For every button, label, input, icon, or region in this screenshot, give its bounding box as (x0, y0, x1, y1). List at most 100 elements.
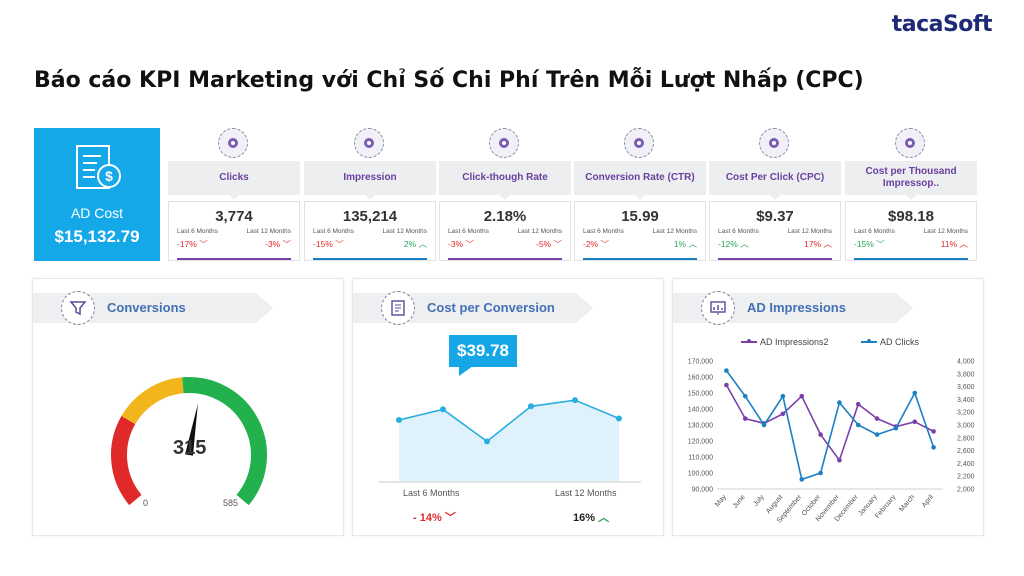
kpi-change-1: -15% ﹀ (854, 239, 885, 249)
y-left-tick: 170,000 (688, 359, 713, 366)
y-left-tick: 120,000 (688, 439, 713, 446)
data-point (616, 415, 622, 422)
y-right-tick: 2,200 (957, 474, 975, 481)
kpi-label: Impression (304, 161, 436, 200)
kpi-change-1: -2% ﹀ (583, 239, 610, 249)
kpi-period-1: Last 6 Months (583, 228, 624, 235)
legend-item-clicks: AD Clicks (861, 337, 919, 347)
y-right-tick: 2,600 (957, 448, 975, 455)
kpi-change-1: -17% ﹀ (177, 239, 208, 249)
x-tick: May (714, 493, 728, 508)
kpi-card: Cost Per Click (CPC) $9.37 Last 6 Months La… (709, 128, 841, 263)
kpi-label: Conversion Rate (CTR) (574, 161, 706, 200)
kpi-change-1: -3% ﹀ (448, 239, 475, 249)
kpi-card: Conversion Rate (CTR) 15.99 Last 6 Months L… (574, 128, 706, 263)
percent-click-icon (489, 128, 519, 158)
cost-per-conversion-badge: $39.78 (449, 335, 517, 376)
data-point (742, 393, 748, 399)
kpi-body: 135,214 Last 6 Months Last 12 Months -15% ﹀… (304, 201, 436, 261)
kpi-value: 3,774 (215, 208, 253, 225)
data-point (742, 416, 748, 421)
data-point (912, 419, 918, 425)
kpi-change-1: -12% ︿ (718, 239, 749, 249)
arrow-up-icon: ︿ (688, 239, 697, 249)
ad-impressions-chart: 90,000 100,000 110,000 120,000 130,000 140,00… (688, 359, 975, 525)
cpc-x-label-1: Last 6 Months (403, 488, 460, 498)
y-left-tick: 110,000 (688, 455, 713, 462)
kpi-value: $98.18 (888, 208, 934, 225)
data-point (780, 411, 786, 417)
arrow-up-icon: ︿ (740, 239, 749, 249)
kpi-label: Cost Per Click (CPC) (709, 161, 841, 200)
kpi-card: Impression 135,214 Last 6 Months Last 12 Mo… (304, 128, 436, 263)
stats-board-icon (701, 291, 735, 325)
data-point (818, 470, 823, 476)
kpi-period-1: Last 6 Months (313, 228, 354, 235)
kpi-change-2: 11% ︿ (940, 239, 968, 249)
kpi-period-2: Last 12 Months (382, 228, 427, 235)
data-point (912, 390, 918, 396)
ad-cost-tile: $ AD Cost $15,132.79 (34, 128, 160, 261)
cursor-click-icon (218, 128, 248, 158)
arrow-down-icon: ﹀ (335, 239, 344, 249)
kpi-period-2: Last 12 Months (517, 228, 562, 235)
y-left-tick: 160,000 (688, 375, 713, 382)
series-line (725, 384, 934, 462)
brand-logo: tacaSoft (891, 12, 993, 37)
kpi-change-2: 1% ︿ (673, 239, 697, 249)
data-point (837, 400, 842, 405)
arrow-up-icon: ︿ (598, 512, 610, 524)
arrow-down-icon: ﹀ (876, 239, 885, 249)
data-point (780, 393, 786, 399)
data-point (528, 403, 534, 410)
y-right-tick: 4,000 (957, 359, 975, 366)
brand-prefix: taca (891, 12, 944, 37)
kpi-accent-bar (313, 258, 427, 260)
x-tick: March (898, 494, 916, 513)
cost-per-conversion-title: Cost per Conversion (427, 300, 555, 315)
kpi-period-1: Last 6 Months (718, 228, 759, 235)
y-right-tick: 3,000 (957, 423, 975, 430)
kpi-period-2: Last 12 Months (246, 228, 291, 235)
data-point (855, 401, 861, 407)
svg-text:$: $ (105, 168, 113, 184)
kpi-change-2: -3% ﹀ (264, 239, 291, 249)
arrow-down-icon: ﹀ (282, 239, 291, 249)
ad-impressions-panel: AD Impressions AD Impressions2 AD Clicks… (672, 278, 984, 536)
kpi-accent-bar (448, 258, 562, 260)
kpi-card: Clicks 3,774 Last 6 Months Last 12 Months -1… (168, 128, 300, 263)
kpi-accent-bar (177, 258, 291, 260)
data-point (855, 422, 861, 428)
legend-swatch (861, 339, 877, 343)
x-tick: July (752, 493, 766, 507)
cpc-x-label-2: Last 12 Months (555, 488, 617, 498)
legend-item-impressions: AD Impressions2 (741, 337, 829, 347)
page-title: Báo cáo KPI Marketing với Chỉ Số Chi Phí… (34, 68, 864, 93)
data-point (874, 432, 880, 437)
kpi-body: $9.37 Last 6 Months Last 12 Months -12% ︿ 17… (709, 201, 841, 261)
y-right-tick: 3,400 (957, 397, 975, 404)
data-point (572, 397, 578, 404)
y-right-tick: 3,800 (957, 371, 975, 378)
kpi-period-1: Last 6 Months (448, 228, 489, 235)
arrow-up-icon: ︿ (823, 239, 832, 249)
arrow-down-icon: ﹀ (600, 239, 610, 249)
legend-label: AD Clicks (880, 337, 920, 347)
cost-click-icon (759, 128, 789, 158)
x-tick: June (732, 494, 747, 510)
conversions-panel: Conversions 315 0 585 (32, 278, 344, 536)
kpi-change-2: 2% ︿ (403, 239, 427, 249)
cost-thousand-icon (895, 128, 925, 158)
gauge-min: 0 (143, 498, 149, 508)
data-point (818, 432, 823, 437)
network-icon (354, 128, 384, 158)
kpi-label: Click-though Rate (439, 161, 571, 200)
data-point (440, 406, 446, 413)
data-point (893, 425, 899, 431)
kpi-card: Cost per Thousand Impressop.. $98.18 Last … (845, 128, 977, 263)
kpi-period-2: Last 12 Months (652, 228, 697, 235)
kpi-accent-bar (718, 258, 832, 260)
data-point (799, 393, 805, 399)
document-chart-icon (381, 291, 415, 325)
data-point (484, 438, 490, 445)
